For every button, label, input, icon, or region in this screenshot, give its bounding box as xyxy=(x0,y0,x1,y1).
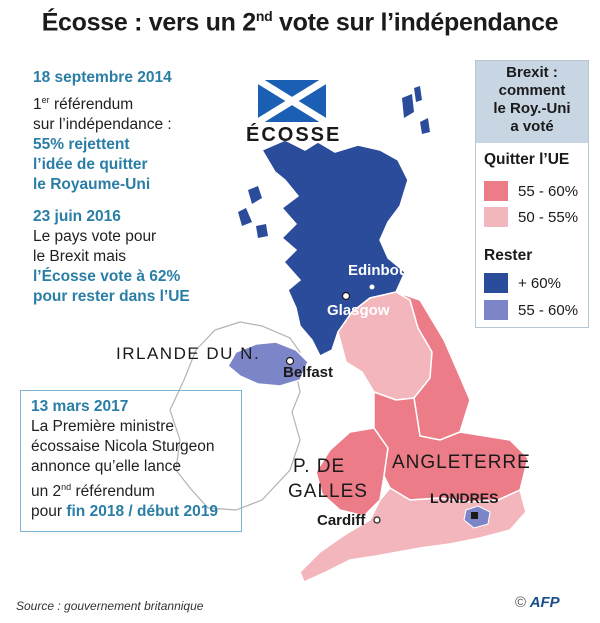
swatch-leave-low xyxy=(484,207,508,227)
map-legend: Brexit : comment le Roy.-Uni a voté Quit… xyxy=(475,60,589,328)
wales-label-2: GALLES xyxy=(288,481,368,502)
legend-remain-low: 55 - 60% xyxy=(484,300,578,320)
london-marker xyxy=(471,512,478,519)
legend-header: Brexit : comment le Roy.-Uni a voté xyxy=(476,61,588,143)
info-block-2016: 23 juin 2016 Le pays vote pour le Brexit… xyxy=(33,208,190,305)
swatch-leave-high xyxy=(484,181,508,201)
date-2016: 23 juin 2016 xyxy=(33,208,121,225)
region-northern-ireland xyxy=(227,341,309,387)
region-islands xyxy=(238,86,430,238)
edinburgh-label: Edinbourgh xyxy=(348,262,433,279)
cardiff-marker xyxy=(373,516,381,524)
belfast-label: Belfast xyxy=(283,364,334,381)
date-2014: 18 septembre 2014 xyxy=(33,69,172,86)
legend-remain-high: + 60% xyxy=(484,273,561,293)
info-block-2014: 18 septembre 2014 1er référendum sur l’i… xyxy=(33,69,172,194)
afp-logo: © AFP xyxy=(515,594,560,611)
legend-leave-low: 50 - 55% xyxy=(484,207,578,227)
page-title: Écosse : vers un 2nd vote sur l’indépend… xyxy=(41,8,559,37)
scotland-label: ÉCOSSE xyxy=(246,124,342,146)
legend-leave-high: 55 - 60% xyxy=(484,181,578,201)
belfast-marker xyxy=(285,356,295,366)
london-label: LONDRES xyxy=(430,490,499,506)
england-label: ANGLETERRE xyxy=(392,452,531,473)
legend-leave-title: Quitter l’UE xyxy=(484,151,570,168)
date-2017: 13 mars 2017 xyxy=(31,398,129,415)
source-note: Source : gouvernement britannique xyxy=(16,599,204,613)
scotland-flag-icon xyxy=(256,77,328,125)
northern-ireland-label: IRLANDE DU N. xyxy=(116,344,261,363)
edinburgh-marker xyxy=(368,283,376,291)
swatch-remain-high xyxy=(484,273,508,293)
wales-label-1: P. DE xyxy=(293,456,346,477)
glasgow-marker xyxy=(341,291,351,301)
legend-remain-title: Rester xyxy=(484,247,533,264)
info-box-2017: 13 mars 2017 La Première ministre écossa… xyxy=(20,390,242,532)
glasgow-label: Glasgow xyxy=(327,302,390,319)
swatch-remain-low xyxy=(484,300,508,320)
cardiff-label: Cardiff xyxy=(317,512,366,529)
